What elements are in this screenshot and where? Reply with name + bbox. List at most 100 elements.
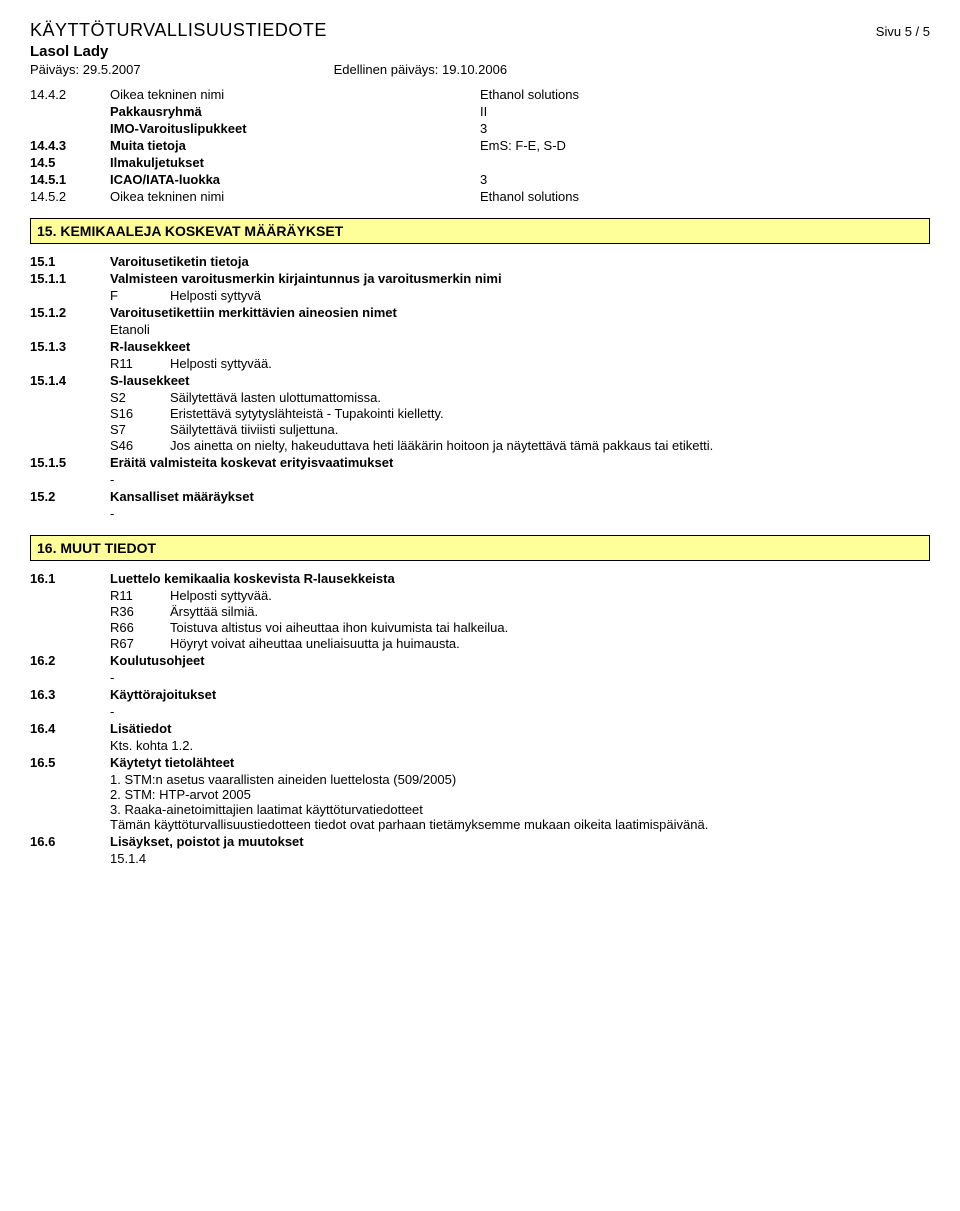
row-15-1-5: 15.1.5 Eräitä valmisteita koskevat erity… bbox=[30, 455, 930, 470]
row-label: IMO-Varoituslipukkeet bbox=[110, 121, 480, 136]
sub-code: R36 bbox=[110, 604, 170, 619]
r-phrase: R67 Höyryt voivat aiheuttaa uneliaisuutt… bbox=[30, 636, 930, 651]
row-16-2: 16.2 Koulutusohjeet bbox=[30, 653, 930, 668]
row-label: Lisätiedot bbox=[110, 721, 480, 736]
sub-code: F bbox=[110, 288, 170, 303]
row-num: 14.5.1 bbox=[30, 172, 110, 187]
row-label: Käyttörajoitukset bbox=[110, 687, 480, 702]
sub-16-6: 15.1.4 bbox=[30, 851, 930, 866]
row-label: R-lausekkeet bbox=[110, 339, 480, 354]
sub-text: Helposti syttyvää. bbox=[170, 356, 930, 371]
row-num: 15.1 bbox=[30, 254, 110, 269]
row-value: Ethanol solutions bbox=[480, 87, 930, 102]
r-phrase: R66 Toistuva altistus voi aiheuttaa ihon… bbox=[30, 620, 930, 635]
sub-text: Ärsyttää silmiä. bbox=[170, 604, 930, 619]
row-label: Muita tietoja bbox=[110, 138, 480, 153]
row-num: 15.1.2 bbox=[30, 305, 110, 320]
row-num bbox=[30, 104, 110, 119]
sub-15-1-1: F Helposti syttyvä bbox=[30, 288, 930, 303]
row-14-4-3: 14.4.3 Muita tietoja EmS: F-E, S-D bbox=[30, 138, 930, 153]
row-label: Käytetyt tietolähteet bbox=[110, 755, 480, 770]
row-14-5-1: 14.5.1 ICAO/IATA-luokka 3 bbox=[30, 172, 930, 187]
row-num: 14.4.3 bbox=[30, 138, 110, 153]
row-16-1: 16.1 Luettelo kemikaalia koskevista R-la… bbox=[30, 571, 930, 586]
row-label: S-lausekkeet bbox=[110, 373, 480, 388]
s-phrase: S2 Säilytettävä lasten ulottumattomissa. bbox=[30, 390, 930, 405]
date-previous: Edellinen päiväys: 19.10.2006 bbox=[334, 62, 507, 77]
row-value: 3 bbox=[480, 172, 930, 187]
doc-dates: Päiväys: 29.5.2007 Edellinen päiväys: 19… bbox=[30, 62, 930, 77]
row-label: Pakkausryhmä bbox=[110, 104, 480, 119]
r-phrase: R36 Ärsyttää silmiä. bbox=[30, 604, 930, 619]
row-num: 16.5 bbox=[30, 755, 110, 770]
row-num: 16.2 bbox=[30, 653, 110, 668]
s-phrase: S7 Säilytettävä tiiviisti suljettuna. bbox=[30, 422, 930, 437]
row-label: Luettelo kemikaalia koskevista R-lausekk… bbox=[110, 571, 395, 586]
source-line: 1. STM:n asetus vaarallisten aineiden lu… bbox=[30, 772, 930, 787]
sub-code: S7 bbox=[110, 422, 170, 437]
row-imo: IMO-Varoituslipukkeet 3 bbox=[30, 121, 930, 136]
sub-text: Helposti syttyvää. bbox=[170, 588, 930, 603]
sub-text: Toistuva altistus voi aiheuttaa ihon kui… bbox=[170, 620, 930, 635]
section-15-title: 15. KEMIKAALEJA KOSKEVAT MÄÄRÄYKSET bbox=[30, 218, 930, 244]
row-16-3: 16.3 Käyttörajoitukset bbox=[30, 687, 930, 702]
sub-text: Helposti syttyvä bbox=[170, 288, 930, 303]
sub-code: R11 bbox=[110, 356, 170, 371]
row-num: 15.1.1 bbox=[30, 271, 110, 286]
sub-15-1-3: R11 Helposti syttyvää. bbox=[30, 356, 930, 371]
row-num: 16.1 bbox=[30, 571, 110, 586]
row-15-1-1: 15.1.1 Valmisteen varoitusmerkin kirjain… bbox=[30, 271, 930, 286]
s-phrase: S46 Jos ainetta on nielty, hakeuduttava … bbox=[30, 438, 930, 453]
sub-code: S16 bbox=[110, 406, 170, 421]
page-number: Sivu 5 / 5 bbox=[876, 24, 930, 39]
row-label: Eräitä valmisteita koskevat erityisvaati… bbox=[110, 455, 393, 470]
sub-text: Säilytettävä lasten ulottumattomissa. bbox=[170, 390, 930, 405]
row-15-1-2: 15.1.2 Varoitusetikettiin merkittävien a… bbox=[30, 305, 930, 320]
row-label: Lisäykset, poistot ja muutokset bbox=[110, 834, 480, 849]
row-num: 14.5 bbox=[30, 155, 110, 170]
row-15-1: 15.1 Varoitusetiketin tietoja bbox=[30, 254, 930, 269]
sub-text: Säilytettävä tiiviisti suljettuna. bbox=[170, 422, 930, 437]
row-value: 3 bbox=[480, 121, 930, 136]
row-num: 14.4.2 bbox=[30, 87, 110, 102]
row-pakkausryhma: Pakkausryhmä II bbox=[30, 104, 930, 119]
row-num: 15.1.3 bbox=[30, 339, 110, 354]
date-current: Päiväys: 29.5.2007 bbox=[30, 62, 330, 77]
sub-16-3: - bbox=[30, 704, 930, 719]
row-15-2: 15.2 Kansalliset määräykset bbox=[30, 489, 930, 504]
row-num: 15.1.4 bbox=[30, 373, 110, 388]
row-label: Koulutusohjeet bbox=[110, 653, 480, 668]
sub-text: Jos ainetta on nielty, hakeuduttava heti… bbox=[170, 438, 930, 453]
sub-code: S2 bbox=[110, 390, 170, 405]
row-15-1-3: 15.1.3 R-lausekkeet bbox=[30, 339, 930, 354]
r-phrase: R11 Helposti syttyvää. bbox=[30, 588, 930, 603]
sub-16-2: - bbox=[30, 670, 930, 685]
row-label: ICAO/IATA-luokka bbox=[110, 172, 480, 187]
sub-15-2: - bbox=[30, 506, 930, 521]
doc-title: KÄYTTÖTURVALLISUUSTIEDOTE bbox=[30, 20, 327, 41]
row-value: EmS: F-E, S-D bbox=[480, 138, 930, 153]
sub-code: R66 bbox=[110, 620, 170, 635]
row-label: Varoitusetikettiin merkittävien aineosie… bbox=[110, 305, 397, 320]
row-label: Oikea tekninen nimi bbox=[110, 189, 480, 204]
sub-text: Höyryt voivat aiheuttaa uneliaisuutta ja… bbox=[170, 636, 930, 651]
row-value: II bbox=[480, 104, 930, 119]
source-line: 2. STM: HTP-arvot 2005 bbox=[30, 787, 930, 802]
row-label: Oikea tekninen nimi bbox=[110, 87, 480, 102]
row-num: 16.3 bbox=[30, 687, 110, 702]
row-14-5: 14.5 Ilmakuljetukset bbox=[30, 155, 930, 170]
row-15-1-4: 15.1.4 S-lausekkeet bbox=[30, 373, 930, 388]
row-num: 15.1.5 bbox=[30, 455, 110, 470]
row-16-6: 16.6 Lisäykset, poistot ja muutokset bbox=[30, 834, 930, 849]
sub-code: R67 bbox=[110, 636, 170, 651]
sub-15-1-2: Etanoli bbox=[30, 322, 930, 337]
row-num: 16.6 bbox=[30, 834, 110, 849]
row-num: 16.4 bbox=[30, 721, 110, 736]
sub-text: Eristettävä sytytyslähteistä - Tupakoint… bbox=[170, 406, 930, 421]
source-line: Tämän käyttöturvallisuustiedotteen tiedo… bbox=[30, 817, 930, 832]
row-14-5-2: 14.5.2 Oikea tekninen nimi Ethanol solut… bbox=[30, 189, 930, 204]
s-phrase: S16 Eristettävä sytytyslähteistä - Tupak… bbox=[30, 406, 930, 421]
doc-header: KÄYTTÖTURVALLISUUSTIEDOTE Sivu 5 / 5 bbox=[30, 20, 930, 41]
row-num: 14.5.2 bbox=[30, 189, 110, 204]
sub-16-4: Kts. kohta 1.2. bbox=[30, 738, 930, 753]
